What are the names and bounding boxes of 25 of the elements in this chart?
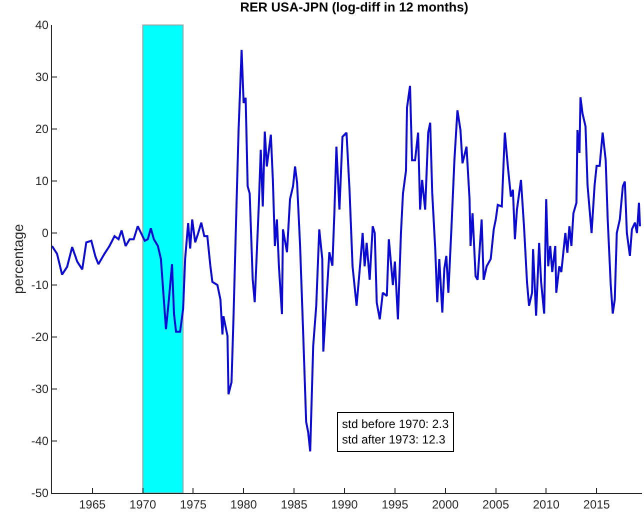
annotation: std before 1970: 2.3 std after 1973: 12.3: [342, 417, 450, 447]
x-tick-label: 1980: [230, 497, 258, 512]
y-tick-label: -10: [31, 278, 49, 292]
y-tick-label: 20: [35, 122, 49, 136]
y-axis-title: percentage: [10, 224, 26, 294]
chart-title: RER USA-JPN (log-diff in 12 months): [240, 0, 468, 15]
y-tick-label: -20: [31, 330, 49, 344]
x-tick-label: 2005: [482, 497, 510, 512]
x-tick-label: 2000: [432, 497, 459, 512]
x-tick-label: 2015: [583, 497, 610, 512]
y-tick-label: 40: [35, 18, 49, 32]
x-tick-label: 1985: [280, 497, 308, 512]
y-tick-label: -30: [31, 382, 49, 396]
y-tick-label: 30: [35, 70, 49, 84]
y-tick-label: 0: [42, 226, 49, 240]
line-series: [52, 48, 641, 452]
y-tick-label: -50: [31, 486, 49, 500]
x-tick-label: 1975: [180, 497, 207, 512]
x-tick-label: 1970: [129, 497, 156, 512]
x-tick-label: 1990: [331, 497, 358, 512]
x-tick-label: 1995: [382, 497, 409, 512]
x-tick-label: 2010: [532, 497, 560, 512]
y-tick-label: 10: [35, 174, 49, 188]
x-tick-label: 1965: [78, 497, 106, 512]
y-tick-label: -40: [31, 434, 49, 448]
